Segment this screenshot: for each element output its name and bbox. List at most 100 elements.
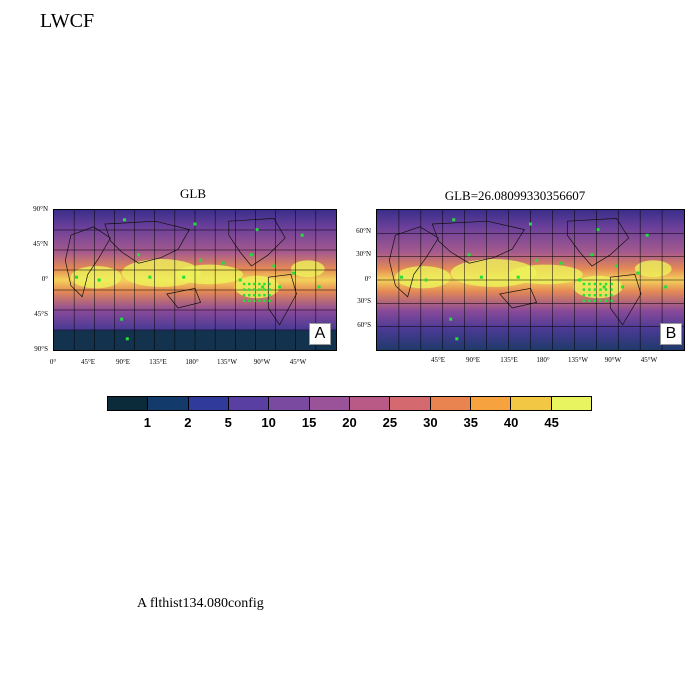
station-marker: [582, 294, 586, 297]
station-marker: [182, 275, 186, 279]
station-marker: [593, 299, 597, 302]
station-marker: [424, 278, 428, 282]
station-marker: [479, 275, 483, 279]
colorbar-segment: [269, 397, 310, 410]
station-marker: [125, 337, 129, 341]
station-marker: [148, 275, 152, 279]
station-marker: [604, 299, 608, 302]
panel-a-xtick: 45°W: [289, 358, 307, 366]
colorbar-label: 15: [301, 415, 317, 430]
station-marker: [317, 285, 321, 289]
colorbar-segment: [511, 397, 552, 410]
station-marker: [593, 294, 597, 297]
station-marker: [400, 275, 404, 279]
station-marker: [137, 253, 141, 257]
station-marker: [238, 278, 242, 282]
colorbar-segment: [470, 397, 512, 410]
station-marker: [588, 288, 591, 291]
station-marker: [604, 282, 608, 286]
station-marker: [268, 282, 271, 286]
panel-b-ytick: 60°N: [356, 227, 371, 235]
colorbar-segment: [430, 397, 471, 410]
station-marker: [253, 294, 256, 297]
station-marker: [604, 288, 608, 291]
station-marker: [258, 282, 261, 286]
station-marker: [610, 294, 613, 297]
station-marker: [455, 337, 459, 341]
colorbar-segment: [349, 397, 391, 410]
footer-caption: A flthist134.080config: [137, 596, 264, 611]
panel-a-xtick: 135°E: [149, 358, 167, 366]
station-marker: [258, 294, 261, 297]
panel-a-ytick: 45°S: [34, 310, 48, 318]
panel-a-ytick: 45°N: [33, 240, 48, 248]
station-marker: [242, 282, 246, 286]
station-marker: [593, 282, 597, 286]
station-marker: [599, 288, 602, 291]
station-marker: [582, 299, 586, 302]
station-marker: [529, 222, 532, 226]
panel-b-ytick: 30°N: [356, 250, 371, 258]
station-marker: [449, 317, 453, 321]
panel-a-xtick: 135°W: [217, 358, 237, 366]
station-marker: [593, 288, 597, 291]
colorbar-segment: [188, 397, 229, 410]
map-field: [54, 210, 336, 350]
station-marker: [248, 294, 251, 297]
station-marker: [664, 285, 668, 289]
station-marker: [588, 282, 591, 286]
station-marker: [248, 288, 251, 291]
station-marker: [300, 233, 304, 237]
colorbar-label: 25: [382, 415, 398, 430]
colorbar-label: 30: [423, 415, 438, 430]
station-marker: [253, 288, 256, 291]
page-title: LWCF: [40, 10, 95, 32]
station-marker: [516, 275, 520, 279]
station-marker: [272, 264, 276, 268]
station-marker: [578, 278, 582, 282]
station-marker: [535, 258, 539, 262]
station-marker: [596, 228, 600, 232]
panel-a-title: GLB: [180, 186, 206, 201]
panel-b-xtick: 45°W: [640, 356, 658, 364]
station-marker: [120, 317, 124, 321]
station-marker: [242, 288, 246, 291]
station-marker: [258, 299, 261, 302]
station-marker: [292, 271, 296, 275]
station-marker: [599, 294, 602, 297]
colorbar-segment: [390, 397, 431, 410]
panel-a-xtick: 45°E: [80, 358, 96, 366]
station-marker: [602, 285, 606, 289]
station-marker: [249, 253, 253, 257]
station-marker: [588, 299, 591, 302]
colorbar: [107, 396, 592, 411]
station-marker: [610, 288, 613, 291]
map-field: [377, 210, 684, 350]
station-marker: [253, 282, 256, 286]
panel-b-xtick: 135°E: [500, 356, 518, 364]
colorbar-segment: [551, 397, 591, 410]
station-marker: [263, 282, 266, 286]
colorbar-label: 1: [143, 415, 152, 430]
panel-a-xtick: 90°W: [253, 358, 271, 366]
panel-b-xtick: 90°E: [465, 356, 481, 364]
panel-a-label: A: [309, 323, 331, 345]
station-marker: [559, 261, 563, 265]
station-marker: [263, 288, 266, 291]
colorbar-label: 5: [224, 415, 232, 430]
station-marker: [599, 282, 602, 286]
panel-b-ytick: 0°: [364, 275, 371, 283]
colorbar-label: 40: [503, 415, 519, 430]
panel-b-ytick: 60°S: [357, 321, 371, 329]
station-marker: [610, 282, 613, 286]
station-marker: [221, 261, 225, 265]
colorbar-label: 35: [463, 415, 478, 430]
station-marker: [199, 258, 203, 262]
colorbar-segment: [148, 397, 189, 410]
station-marker: [590, 253, 594, 257]
panel-a-map: [53, 209, 337, 351]
colorbar-segment: [228, 397, 270, 410]
station-marker: [193, 222, 197, 226]
station-marker: [263, 294, 266, 297]
station-marker: [588, 294, 591, 297]
